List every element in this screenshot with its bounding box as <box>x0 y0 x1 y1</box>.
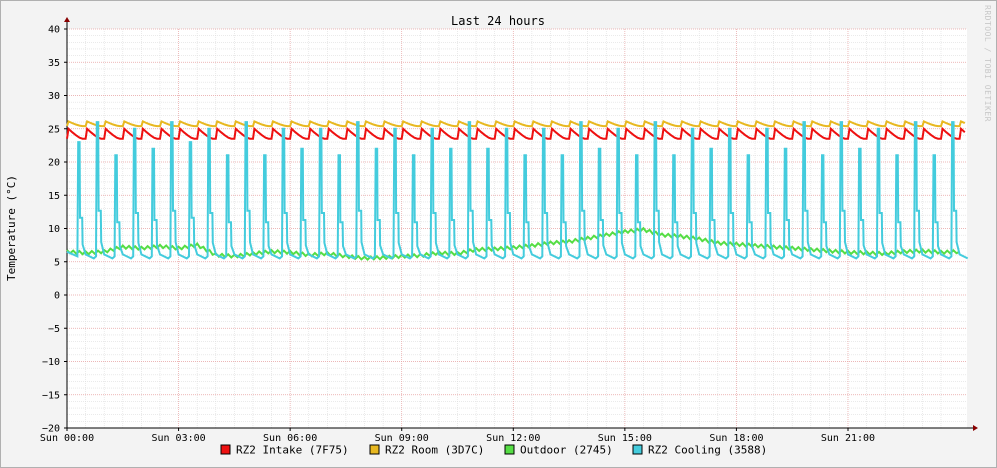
y-axis-arrow <box>64 17 70 22</box>
x-tick-label: Sun 06:00 <box>263 433 317 444</box>
x-axis-arrow <box>973 425 978 431</box>
series-layer <box>66 120 969 261</box>
legend-label-3: RZ2 Cooling (3588) <box>648 444 767 457</box>
x-tick-label: Sun 12:00 <box>486 433 540 444</box>
y-tick-label: 35 <box>48 58 60 69</box>
y-tick-label: 20 <box>48 158 60 169</box>
y-tick-label: 25 <box>48 124 60 135</box>
x-tick-label: Sun 18:00 <box>709 433 763 444</box>
x-tick-label: Sun 00:00 <box>40 433 94 444</box>
legend-label-0: RZ2 Intake (7F75) <box>236 444 349 457</box>
legend: RZ2 Intake (7F75) RZ2 Room (3D7C) Outdoor … <box>220 444 767 457</box>
watermark: RRDTOOL / TOBI OETIKER <box>983 5 992 122</box>
y-tick-label: −20 <box>42 424 60 435</box>
y-tick-label: 30 <box>48 91 60 102</box>
y-tick-label: 5 <box>54 257 60 268</box>
legend-label-2: Outdoor (2745) <box>520 444 613 457</box>
legend-swatch-0 <box>220 444 231 455</box>
legend-swatch-3 <box>632 444 643 455</box>
y-axis-label: Temperature (°C) <box>5 175 18 281</box>
y-tick-label: −15 <box>42 390 60 401</box>
y-tick-label: −5 <box>48 324 60 335</box>
y-tick-label: 0 <box>54 291 60 302</box>
legend-swatch-2 <box>504 444 515 455</box>
y-tick-label: 40 <box>48 25 60 36</box>
series-line-0 <box>66 126 966 140</box>
legend-label-1: RZ2 Room (3D7C) <box>385 444 484 457</box>
chart-title: Last 24 hours <box>451 14 545 28</box>
x-tick-label: Sun 03:00 <box>151 433 205 444</box>
y-tick-label: 10 <box>48 224 60 235</box>
x-tick-label: Sun 09:00 <box>375 433 429 444</box>
y-tick-label: −10 <box>42 357 60 368</box>
series-line-3 <box>66 121 969 260</box>
y-tick-label: 15 <box>48 191 60 202</box>
series-line-1 <box>66 120 966 128</box>
legend-swatch-1 <box>369 444 380 455</box>
x-tick-label: Sun 15:00 <box>598 433 652 444</box>
x-tick-label: Sun 21:00 <box>821 433 875 444</box>
grid <box>66 28 967 429</box>
